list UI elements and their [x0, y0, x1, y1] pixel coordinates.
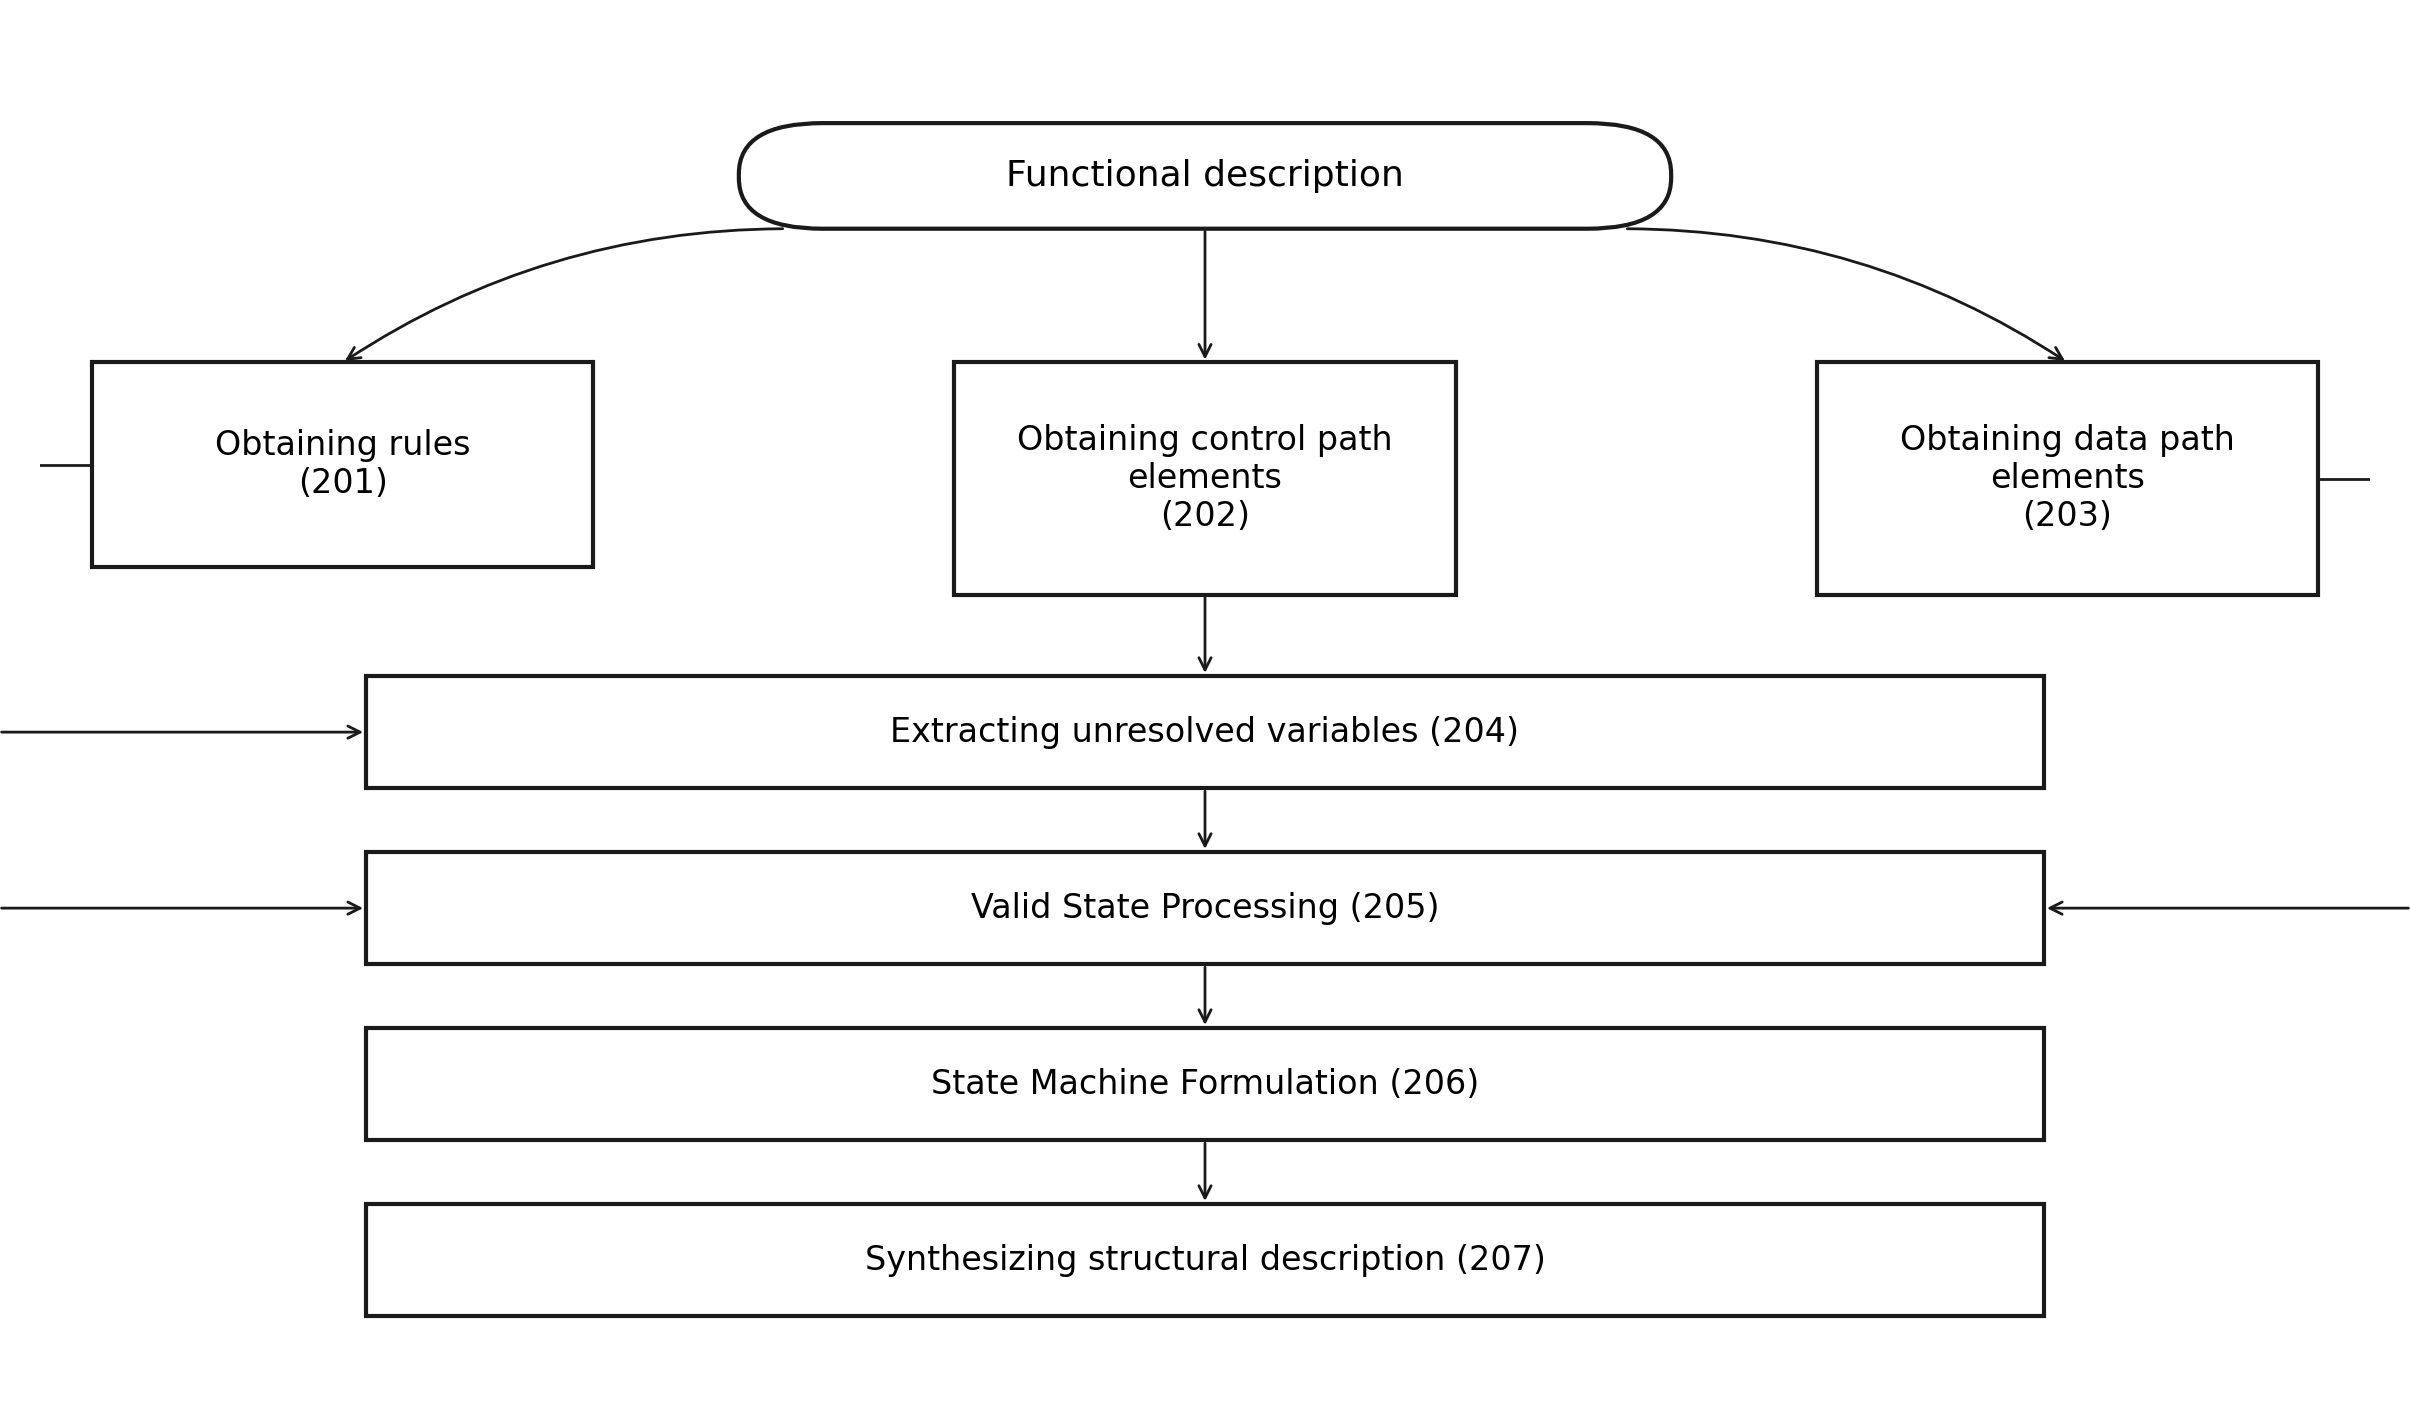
- Text: Obtaining data path
elements
(203): Obtaining data path elements (203): [1899, 424, 2234, 533]
- FancyBboxPatch shape: [954, 363, 1456, 594]
- FancyBboxPatch shape: [366, 1204, 2044, 1317]
- FancyBboxPatch shape: [366, 1028, 2044, 1140]
- FancyBboxPatch shape: [92, 363, 593, 567]
- FancyBboxPatch shape: [366, 852, 2044, 964]
- FancyBboxPatch shape: [740, 124, 1670, 229]
- Text: Obtaining rules
(201): Obtaining rules (201): [214, 429, 470, 501]
- FancyBboxPatch shape: [1817, 363, 2318, 594]
- Text: State Machine Formulation (206): State Machine Formulation (206): [930, 1068, 1480, 1101]
- FancyBboxPatch shape: [366, 675, 2044, 788]
- Text: Synthesizing structural description (207): Synthesizing structural description (207…: [865, 1244, 1545, 1277]
- Text: Valid State Processing (205): Valid State Processing (205): [971, 892, 1439, 924]
- Text: Functional description: Functional description: [1005, 159, 1405, 193]
- Text: Obtaining control path
elements
(202): Obtaining control path elements (202): [1017, 424, 1393, 533]
- Text: Extracting unresolved variables (204): Extracting unresolved variables (204): [892, 715, 1518, 748]
